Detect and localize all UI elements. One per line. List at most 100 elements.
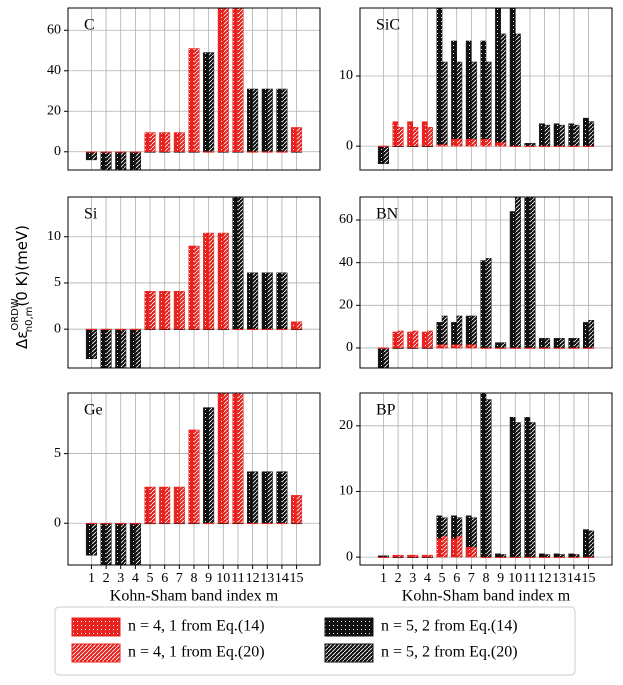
bar <box>573 124 580 147</box>
bar <box>588 556 595 558</box>
bar <box>392 331 399 349</box>
bar <box>193 48 200 153</box>
bar <box>524 347 531 349</box>
bar <box>135 522 141 525</box>
legend-swatch <box>324 617 374 637</box>
bar <box>164 486 171 524</box>
bar <box>412 330 419 349</box>
bar <box>553 145 560 148</box>
x-tick-label: 6 <box>161 571 168 586</box>
bar <box>261 88 268 153</box>
bar <box>539 347 545 349</box>
bar <box>495 347 501 349</box>
bar <box>456 535 463 558</box>
bar <box>529 143 536 147</box>
bar <box>480 260 487 349</box>
y-tick-label: 5 <box>54 446 61 461</box>
bar <box>223 232 229 330</box>
bar <box>281 151 288 153</box>
bar <box>509 145 516 148</box>
bar <box>261 522 268 525</box>
bar <box>515 33 521 147</box>
x-tick-label: 1 <box>380 571 387 586</box>
bar <box>500 142 507 147</box>
bar <box>539 556 545 558</box>
bar <box>252 151 259 153</box>
bar <box>267 151 273 153</box>
bar <box>524 197 531 349</box>
bar <box>568 556 575 558</box>
bar <box>100 522 107 525</box>
panel-title: Si <box>84 206 98 223</box>
y-tick-label: 20 <box>47 103 61 118</box>
y-tick-label: 0 <box>346 549 353 564</box>
bar <box>144 486 151 524</box>
bar <box>485 61 492 147</box>
plot-frame <box>359 7 613 171</box>
bar <box>583 117 589 147</box>
bars <box>377 197 595 368</box>
x-tick-label: 7 <box>176 571 183 586</box>
bar <box>568 145 575 148</box>
bar <box>91 328 97 331</box>
bar <box>544 338 551 349</box>
bar <box>188 245 195 330</box>
bar <box>296 495 303 524</box>
bars <box>85 393 303 565</box>
bar <box>573 554 580 558</box>
bar <box>252 328 259 331</box>
bar <box>247 272 253 330</box>
bar <box>179 486 185 524</box>
y-tick-label: 60 <box>339 212 353 227</box>
bar <box>568 338 575 349</box>
bar <box>291 321 297 330</box>
y-label-main: Δε <box>13 331 31 349</box>
bar <box>588 121 595 147</box>
bars <box>377 8 595 164</box>
bar <box>559 556 565 558</box>
bar <box>267 272 273 330</box>
bar <box>441 344 448 349</box>
bar <box>115 522 121 525</box>
bar <box>441 61 448 147</box>
y-label-rest: (0 K)(meV) <box>13 225 31 307</box>
y-label-sub: n0,m <box>24 307 35 333</box>
bar <box>568 347 575 349</box>
bar <box>529 145 536 148</box>
bar <box>515 556 521 558</box>
bar <box>524 143 531 147</box>
bar <box>105 151 112 170</box>
bar <box>193 245 200 330</box>
bar <box>436 322 443 349</box>
panel-title: BN <box>376 206 399 223</box>
bar <box>397 126 404 147</box>
bar <box>436 144 443 147</box>
bar <box>441 315 448 349</box>
x-tick-label: 4 <box>424 571 431 586</box>
x-tick-label: 8 <box>191 571 198 586</box>
bar <box>203 52 209 153</box>
bar <box>232 328 239 331</box>
bar <box>252 88 259 153</box>
legend-swatch <box>71 643 121 663</box>
x-tick-label: 3 <box>409 571 416 586</box>
bar <box>203 522 209 525</box>
bar <box>529 556 536 558</box>
bar <box>296 321 303 330</box>
bar <box>247 151 253 153</box>
bar <box>237 328 244 331</box>
bar <box>105 522 112 525</box>
bar <box>383 145 389 148</box>
bar <box>480 138 487 147</box>
panel-title: SiC <box>376 17 400 34</box>
x-tick-label: 5 <box>147 571 154 586</box>
x-tick-label: 10 <box>508 571 522 586</box>
bar <box>465 547 472 558</box>
bar <box>261 328 268 331</box>
bar <box>85 522 92 525</box>
bar <box>485 258 492 349</box>
bar <box>539 145 545 148</box>
bar <box>568 123 575 147</box>
legend-box <box>54 606 576 676</box>
bar <box>247 471 253 524</box>
